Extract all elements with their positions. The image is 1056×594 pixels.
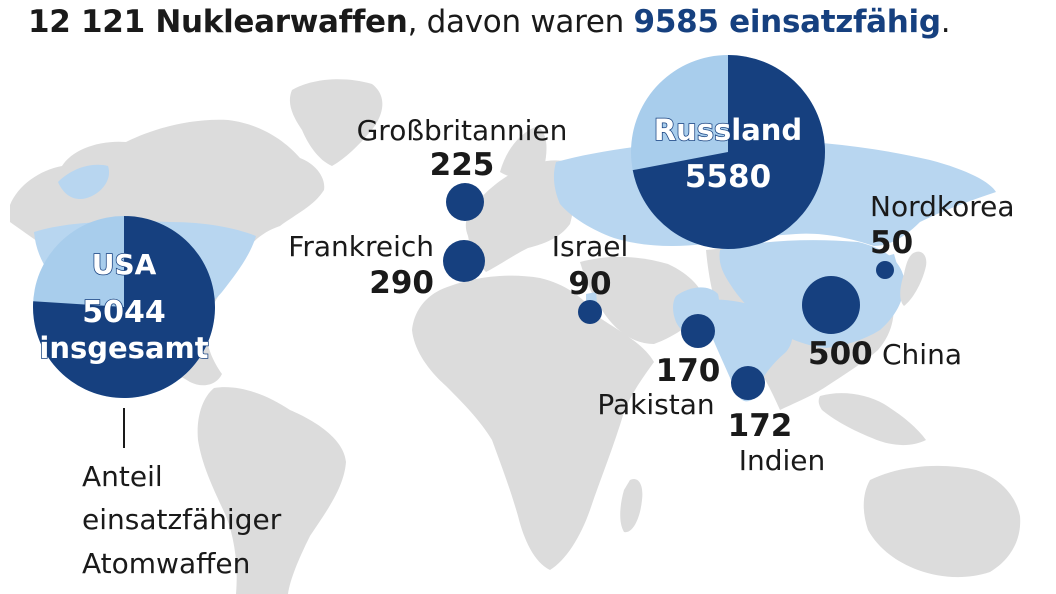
landmass-middle-east: [580, 256, 706, 344]
uk-circle: [446, 183, 484, 221]
israel-name: Israel: [552, 230, 629, 263]
russia-pie-operational-slice: [632, 55, 826, 249]
usa-pie-operational-slice: [33, 216, 216, 398]
usa-total: 5044: [82, 295, 166, 330]
russia-label: Russland: [654, 113, 802, 147]
landmass-europe: [465, 160, 574, 272]
legend-line-3: Atomwaffen: [82, 547, 250, 580]
pakistan-value: 170: [656, 353, 721, 389]
headline-middle: , davon waren: [407, 4, 634, 40]
uk-value: 225: [430, 147, 495, 183]
landmass-scandinavia: [500, 126, 547, 178]
landmass-africa: [412, 275, 654, 570]
usa-total-note: insgesamt: [39, 331, 208, 365]
pakistan-name: Pakistan: [597, 388, 714, 421]
russia-total: 5580: [685, 159, 771, 195]
north-korea-name: Nordkorea: [870, 190, 1015, 223]
china-circle: [802, 276, 860, 334]
israel-value: 90: [568, 266, 611, 302]
india-value: 172: [728, 408, 793, 444]
north-korea-value: 50: [870, 225, 913, 261]
landmass-southeast-asia: [818, 393, 926, 446]
north-korea-circle: [876, 261, 894, 279]
france-name: Frankreich: [288, 230, 434, 263]
headline: 12 121 Nuklearwaffen, davon waren 9585 e…: [28, 4, 951, 40]
france-circle: [443, 240, 485, 282]
landmass-japan: [900, 251, 927, 306]
landmass-greenland: [289, 79, 383, 166]
china-value: 500: [808, 336, 873, 372]
usa-label: USA: [92, 248, 157, 281]
russia-pie: Russland 5580: [631, 55, 826, 249]
usa-pie: USA 5044 insgesamt: [33, 216, 216, 398]
pakistan-circle: [681, 314, 715, 348]
china-name: China: [882, 338, 962, 371]
israel-circle: [578, 300, 602, 324]
legend-line-2: einsatzfähiger: [82, 503, 282, 536]
uk-name: Großbritannien: [357, 114, 568, 147]
india-circle: [731, 366, 765, 400]
landmass-australia: [863, 465, 1021, 578]
landmass-alaska: [58, 164, 110, 200]
landmass-south-america: [197, 387, 346, 594]
headline-total: 12 121 Nuklearwaffen: [28, 4, 408, 40]
headline-operational: 9585 einsatzfähig: [633, 4, 942, 40]
india-name: Indien: [739, 444, 826, 477]
legend-line-1: Anteil: [82, 460, 163, 493]
headline-end: .: [940, 4, 951, 40]
landmass-madagascar: [620, 478, 643, 533]
france-value: 290: [369, 265, 434, 301]
